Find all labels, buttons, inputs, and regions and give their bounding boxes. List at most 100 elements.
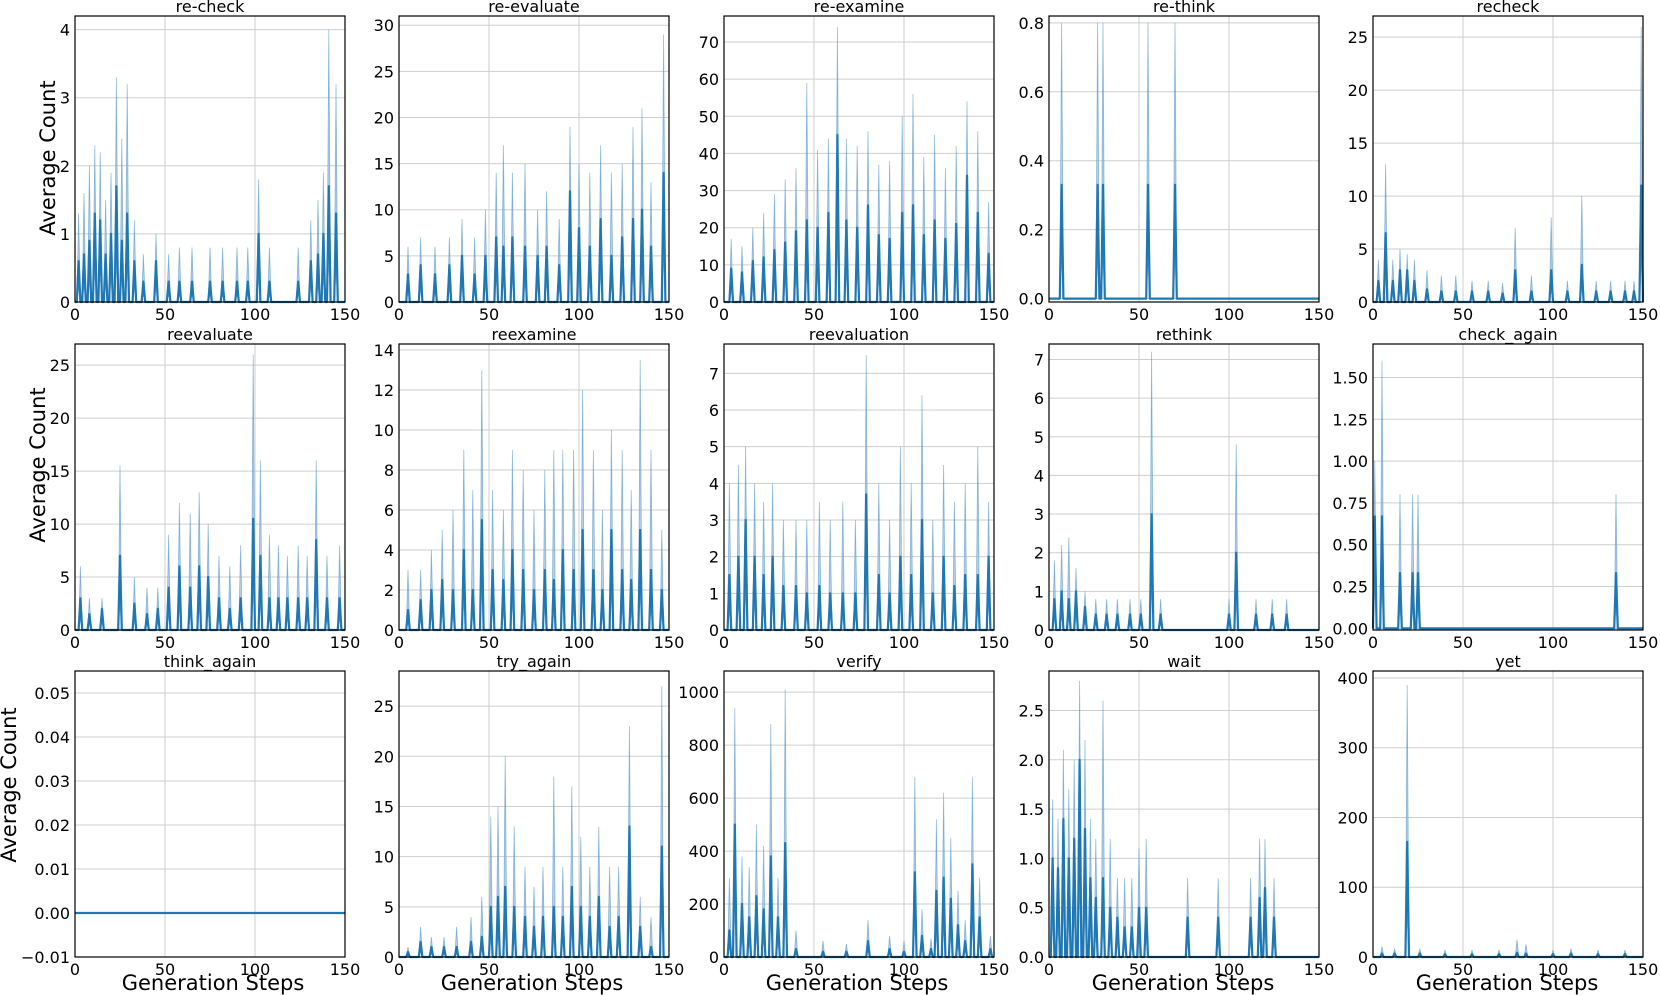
x-tick-label: 150 bbox=[330, 305, 361, 324]
y-tick-label: 10 bbox=[374, 848, 394, 867]
x-tick-label: 0 bbox=[70, 305, 80, 324]
y-tick-label: 0 bbox=[1034, 621, 1044, 640]
x-tick-label: 100 bbox=[889, 305, 920, 324]
y-tick-label: 300 bbox=[1337, 739, 1368, 758]
x-tick-label: 100 bbox=[240, 633, 271, 652]
x-tick-label: 150 bbox=[979, 633, 1010, 652]
y-tick-label: 0 bbox=[1358, 948, 1368, 967]
confidence-band bbox=[75, 354, 345, 631]
y-tick-label: 1.50 bbox=[1332, 368, 1368, 387]
x-tick-label: 50 bbox=[1129, 633, 1149, 652]
x-tick-label: 50 bbox=[1453, 305, 1473, 324]
axes-frame bbox=[1048, 670, 1320, 958]
y-tick-label: 1.25 bbox=[1332, 410, 1368, 429]
x-tick-label: 100 bbox=[889, 960, 920, 979]
y-tick-label: 20 bbox=[699, 219, 719, 238]
subplot-title: try_again bbox=[497, 652, 572, 672]
y-tick-label: 3 bbox=[709, 511, 719, 530]
mean-line bbox=[1049, 513, 1319, 632]
subplot-title: wait bbox=[1167, 652, 1201, 671]
axes-frame bbox=[1372, 15, 1644, 303]
y-tick-label: 25 bbox=[1348, 28, 1368, 47]
axes-frame bbox=[1372, 670, 1644, 958]
y-tick-label: 4 bbox=[60, 21, 70, 40]
y-tick-label: 400 bbox=[1337, 669, 1368, 688]
mean-line bbox=[1049, 183, 1319, 300]
subplot-title: think_again bbox=[164, 652, 257, 672]
x-tick-label: 0 bbox=[394, 633, 404, 652]
y-tick-label: 0.05 bbox=[34, 684, 70, 703]
y-tick-label: 12 bbox=[374, 381, 394, 400]
subplot-re-examine: re-examine 0 50 100 150 0 10 20 30 40 50 60 70 bbox=[699, 0, 1010, 324]
y-tick-label: 0 bbox=[709, 621, 719, 640]
y-tick-label: 25 bbox=[374, 62, 394, 81]
y-tick-label: 0.02 bbox=[34, 816, 70, 835]
axes-frame bbox=[1048, 343, 1320, 631]
y-tick-label: 0 bbox=[384, 293, 394, 312]
y-tick-label: 1000 bbox=[678, 683, 719, 702]
x-tick-label: 50 bbox=[1129, 305, 1149, 324]
y-tick-label: 10 bbox=[699, 256, 719, 275]
y-axis-label-row-2: Average Count bbox=[26, 387, 50, 542]
subplot-try_again: try_again 0 50 100 150 0 5 10 15 20 25 bbox=[374, 652, 685, 979]
y-tick-label: 14 bbox=[374, 341, 394, 360]
y-tick-label: 0.50 bbox=[1332, 536, 1368, 555]
y-tick-label: 7 bbox=[1034, 350, 1044, 369]
x-tick-label: 0 bbox=[70, 633, 80, 652]
subplot-rethink: rethink 0 50 100 150 0 1 2 3 4 5 6 7 bbox=[1034, 325, 1334, 652]
axes-frame bbox=[1048, 15, 1320, 303]
x-tick-label: 0 bbox=[394, 305, 404, 324]
y-tick-label: 10 bbox=[374, 421, 394, 440]
y-tick-label: 6 bbox=[709, 401, 719, 420]
x-tick-label: 150 bbox=[979, 960, 1010, 979]
y-tick-label: 2 bbox=[1034, 544, 1044, 563]
y-tick-label: 2 bbox=[60, 157, 70, 176]
y-tick-label: 1 bbox=[709, 584, 719, 603]
x-tick-label: 100 bbox=[564, 960, 595, 979]
subplot-title: verify bbox=[836, 652, 881, 671]
x-tick-label: 150 bbox=[1304, 960, 1335, 979]
y-tick-label: 10 bbox=[1348, 187, 1368, 206]
x-tick-label: 0 bbox=[1044, 960, 1054, 979]
subplot-think_again: think_again 0 50 100 150 −0.01 0.00 0.01 0.02 0.0… bbox=[21, 652, 360, 979]
confidence-band bbox=[399, 34, 669, 303]
x-axis-label-col-3: Generation Steps bbox=[766, 971, 949, 995]
y-tick-label: 800 bbox=[688, 736, 719, 755]
x-tick-label: 50 bbox=[155, 960, 175, 979]
axes-frame bbox=[74, 15, 346, 303]
x-axis-label-col-1: Generation Steps bbox=[122, 971, 305, 995]
subplot-yet: yet 0 50 100 150 0 100 200 300 400 bbox=[1337, 652, 1658, 979]
x-tick-label: 100 bbox=[1538, 305, 1569, 324]
y-tick-label: −0.01 bbox=[21, 948, 70, 967]
x-tick-label: 150 bbox=[1304, 305, 1335, 324]
y-axis-label-row-3: Average Count bbox=[0, 707, 21, 862]
y-tick-label: 0.04 bbox=[34, 728, 70, 747]
y-tick-label: 20 bbox=[374, 747, 394, 766]
x-tick-label: 0 bbox=[1368, 305, 1378, 324]
y-tick-label: 4 bbox=[1034, 466, 1044, 485]
y-tick-label: 6 bbox=[384, 501, 394, 520]
x-tick-label: 100 bbox=[1214, 960, 1245, 979]
y-tick-label: 400 bbox=[688, 842, 719, 861]
x-tick-label: 0 bbox=[719, 305, 729, 324]
x-tick-label: 0 bbox=[1044, 633, 1054, 652]
y-tick-label: 0.75 bbox=[1332, 494, 1368, 513]
y-tick-label: 0.5 bbox=[1019, 899, 1044, 918]
y-tick-label: 25 bbox=[374, 697, 394, 716]
subplot-wait: wait 0 50 100 150 0.0 0.5 1.0 1.5 2.0 2.5 bbox=[1019, 652, 1335, 979]
y-tick-label: 30 bbox=[374, 16, 394, 35]
y-tick-label: 0.0 bbox=[1019, 290, 1044, 309]
subplot-title: reevaluation bbox=[809, 325, 909, 344]
y-tick-label: 70 bbox=[699, 33, 719, 52]
y-tick-label: 600 bbox=[688, 789, 719, 808]
x-tick-label: 50 bbox=[479, 305, 499, 324]
subplot-title: reexamine bbox=[492, 325, 577, 344]
x-tick-label: 50 bbox=[1453, 960, 1473, 979]
x-axis-label-col-2: Generation Steps bbox=[441, 971, 624, 995]
x-tick-label: 150 bbox=[1304, 633, 1335, 652]
axes-frame bbox=[74, 670, 346, 958]
mean-line bbox=[1373, 840, 1643, 959]
axes-frame bbox=[723, 343, 995, 631]
y-tick-label: 5 bbox=[384, 898, 394, 917]
